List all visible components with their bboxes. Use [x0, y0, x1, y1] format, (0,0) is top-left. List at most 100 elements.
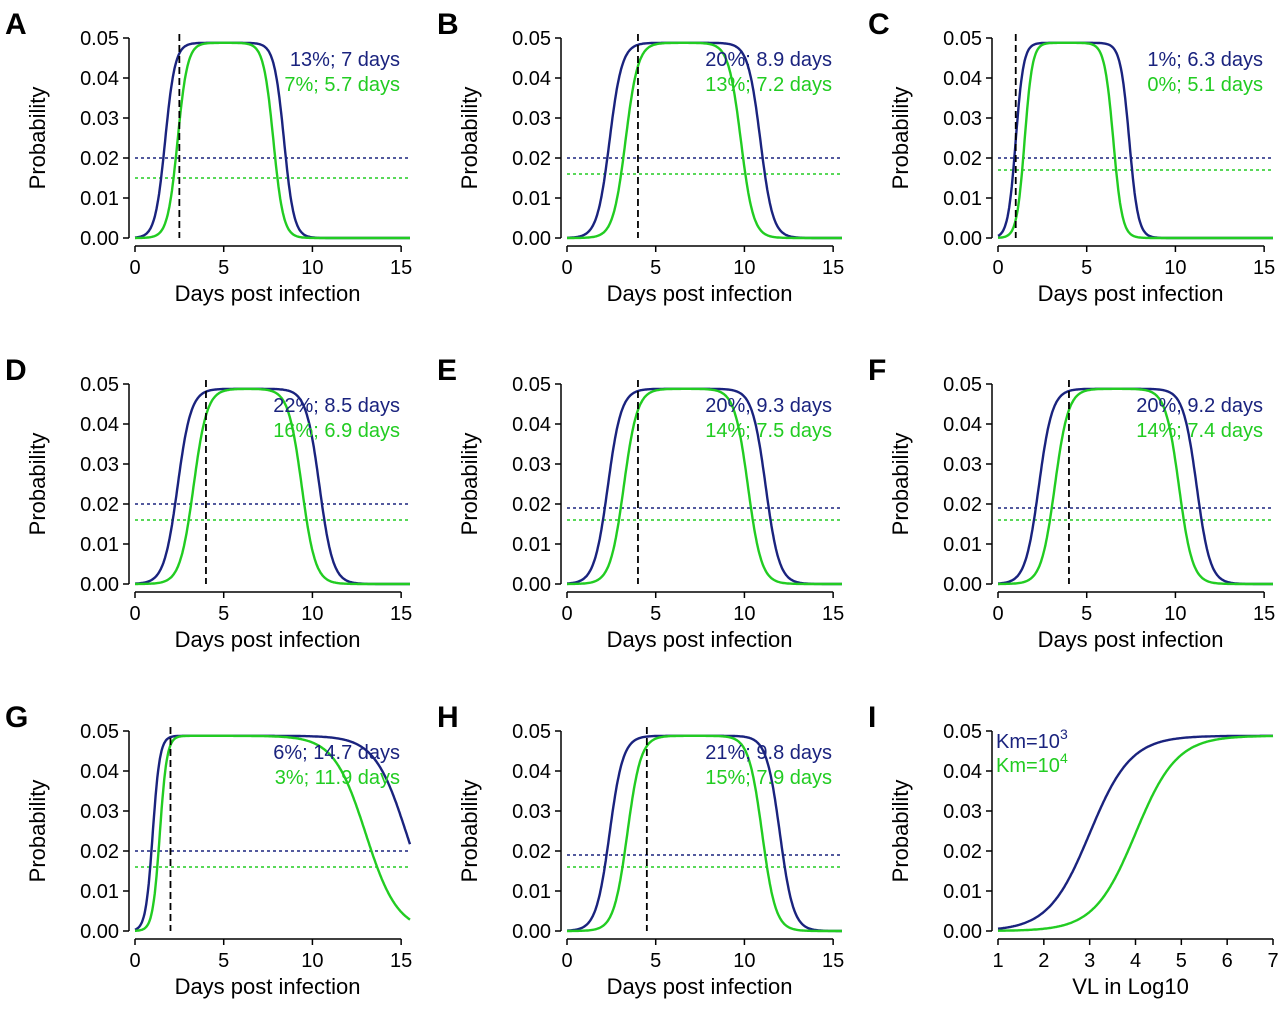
y-tick-label: 0.05 [512, 721, 551, 743]
series-line-green [135, 734, 411, 932]
y-tick-label: 0.04 [80, 414, 119, 436]
y-tick-label: 0.00 [80, 228, 119, 250]
y-tick-label: 0.01 [512, 188, 551, 210]
series-line-green [567, 41, 842, 240]
x-tick-label: 0 [129, 257, 140, 279]
x-axis-label: VL in Log10 [1072, 974, 1189, 999]
y-axis-label: Probability [457, 780, 482, 883]
x-tick-label: 5 [1176, 950, 1187, 972]
annotation-navy: 20%; 9.2 days [1136, 395, 1263, 417]
panel-letter: H [437, 701, 459, 734]
series-line-green [997, 41, 1273, 240]
annotation-navy: 21%; 9.8 days [705, 742, 832, 764]
y-tick-label: 0.04 [80, 761, 119, 783]
series-line-navy [997, 41, 1273, 240]
y-tick-label: 0.00 [943, 228, 982, 250]
y-tick-label: 0.01 [512, 534, 551, 556]
x-axis-label: Days post infection [175, 974, 361, 999]
x-axis-label: Days post infection [607, 974, 793, 999]
x-tick-label: 15 [1253, 257, 1275, 279]
x-tick-label: 5 [1081, 257, 1092, 279]
series-line-navy [997, 734, 1273, 930]
annotation-navy: 22%; 8.5 days [273, 395, 400, 417]
x-tick-label: 5 [1081, 603, 1092, 625]
y-tick-label: 0.05 [80, 28, 119, 50]
y-tick-label: 0.00 [943, 921, 982, 943]
y-tick-label: 0.00 [512, 228, 551, 250]
y-tick-label: 0.03 [80, 801, 119, 823]
panel-letter: B [437, 8, 459, 41]
x-axis-label: Days post infection [175, 281, 361, 306]
panel-letter: F [868, 354, 886, 387]
x-tick-label: 2 [1038, 950, 1049, 972]
x-tick-label: 10 [301, 603, 323, 625]
x-tick-label: 5 [650, 950, 661, 972]
y-axis-label: Probability [25, 433, 50, 536]
series-line-green [998, 387, 1273, 586]
x-tick-label: 10 [733, 257, 755, 279]
y-axis-label: Probability [888, 780, 913, 883]
y-axis-label: Probability [25, 87, 50, 190]
x-tick-label: 3 [1084, 950, 1095, 972]
legend-entry-navy: Km=103 [996, 726, 1068, 753]
y-tick-label: 0.04 [943, 761, 982, 783]
y-tick-label: 0.04 [512, 761, 551, 783]
series-line-navy [998, 387, 1273, 586]
y-tick-label: 0.03 [943, 108, 982, 130]
annotation-green: 16%; 6.9 days [273, 420, 400, 442]
y-tick-label: 0.05 [943, 28, 982, 50]
x-tick-label: 0 [561, 603, 572, 625]
series-line-navy [567, 387, 842, 586]
panel-d: D 0.00 0.01 0.02 0.03 0.04 0.05 0 5 10 15 Days post… [5, 354, 412, 652]
y-tick-label: 0.01 [943, 534, 982, 556]
y-tick-label: 0.05 [80, 721, 119, 743]
y-tick-label: 0.05 [943, 374, 982, 396]
panel-i: I 0.00 0.01 0.02 0.03 0.04 0.05 1 2 3 4 5 6 7 VL in Lo… [868, 701, 1279, 999]
x-tick-label: 1 [992, 950, 1003, 972]
y-tick-label: 0.03 [512, 108, 551, 130]
legend-label: Km=10 [996, 755, 1060, 777]
y-tick-label: 0.00 [943, 574, 982, 596]
x-tick-label: 0 [129, 950, 140, 972]
annotation-navy: 6%; 14.7 days [273, 742, 400, 764]
x-axis-label: Days post infection [1038, 281, 1224, 306]
y-tick-label: 0.02 [80, 148, 119, 170]
x-tick-label: 10 [1164, 257, 1186, 279]
y-axis-label: Probability [25, 780, 50, 883]
legend-superscript: 3 [1060, 726, 1068, 742]
y-tick-label: 0.02 [943, 148, 982, 170]
y-tick-label: 0.02 [943, 494, 982, 516]
y-axis-label: Probability [888, 87, 913, 190]
panel-c: C 0.00 0.01 0.02 0.03 0.04 0.05 0 5 10 15 Days post… [868, 8, 1275, 306]
y-tick-label: 0.01 [943, 188, 982, 210]
y-tick-label: 0.05 [512, 28, 551, 50]
y-tick-label: 0.05 [943, 721, 982, 743]
y-tick-label: 0.05 [512, 374, 551, 396]
panel-letter: A [5, 8, 27, 41]
x-tick-label: 5 [218, 257, 229, 279]
x-tick-label: 0 [561, 257, 572, 279]
y-tick-label: 0.03 [943, 801, 982, 823]
y-tick-label: 0.04 [943, 68, 982, 90]
y-tick-label: 0.02 [80, 841, 119, 863]
y-tick-label: 0.02 [80, 494, 119, 516]
y-tick-label: 0.01 [512, 881, 551, 903]
annotation-green: 13%; 7.2 days [705, 74, 832, 96]
y-tick-label: 0.04 [943, 414, 982, 436]
panel-a: A 0.00 0.01 0.02 0.03 0.04 0.05 0 5 10 15 Days post… [5, 8, 412, 306]
x-tick-label: 7 [1267, 950, 1278, 972]
x-tick-label: 5 [218, 603, 229, 625]
legend-entry-green: Km=104 [996, 750, 1068, 777]
x-tick-label: 15 [390, 950, 412, 972]
series-line-navy [134, 734, 412, 931]
y-tick-label: 0.02 [943, 841, 982, 863]
panel-letter: I [868, 701, 876, 734]
y-tick-label: 0.01 [80, 534, 119, 556]
legend-superscript: 4 [1060, 750, 1068, 766]
y-tick-label: 0.05 [80, 374, 119, 396]
x-tick-label: 15 [1253, 603, 1275, 625]
y-axis-label: Probability [457, 87, 482, 190]
y-tick-label: 0.04 [512, 68, 551, 90]
x-tick-label: 10 [733, 603, 755, 625]
